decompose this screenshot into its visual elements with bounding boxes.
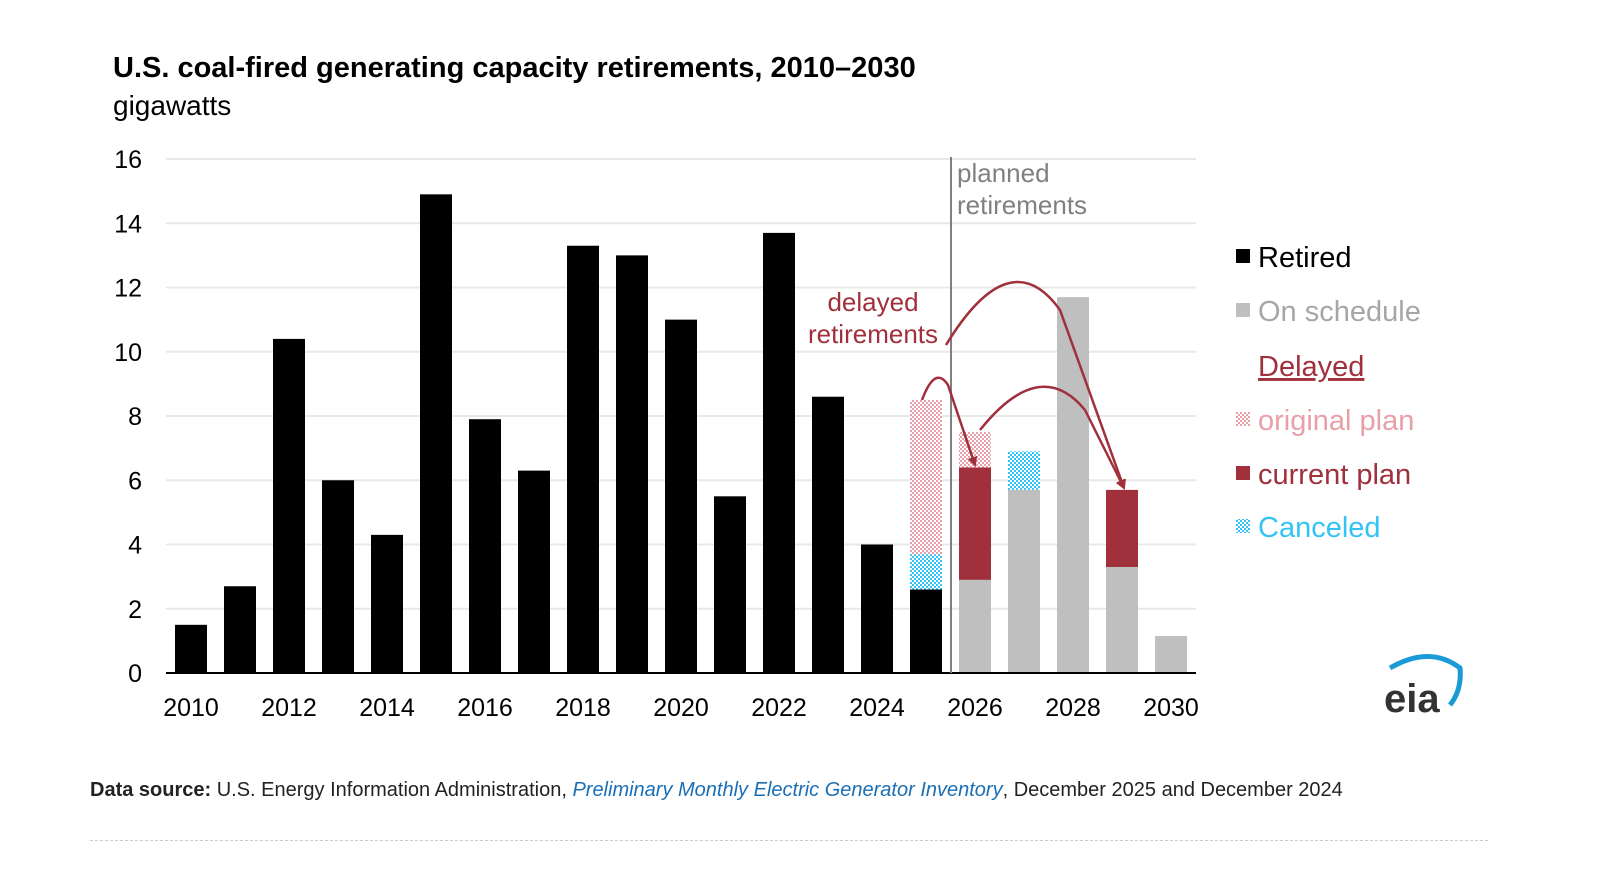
legend-label-delayed_header: Delayed [1258,351,1364,383]
y-tick-label: 16 [114,146,142,174]
bar-retired-2013 [322,480,354,673]
bar-retired-2017 [518,470,550,673]
bar-retired-2018 [567,245,599,674]
legend-label-canceled: Canceled [1258,512,1381,544]
bar-retired-2024 [861,544,893,673]
bar-on-schedule-2030 [1155,636,1187,673]
x-tick-label: 2018 [555,694,611,722]
data-source: Data source: U.S. Energy Information Adm… [90,779,1343,802]
bar-canceled-2025 [910,554,942,590]
divider [90,840,1488,841]
source-text: U.S. Energy Information Administration, [211,779,573,801]
x-tick-label: 2012 [261,694,317,722]
source-label: Data source: [90,779,212,801]
planned-annotation: planned [957,158,1050,188]
bar-on-schedule-2026 [959,579,991,673]
bar-on-schedule-2029 [1106,566,1138,673]
bar-retired-2015 [420,194,452,673]
bar-retired-2021 [714,496,746,673]
delay-arrow [944,280,1126,490]
legend-label-current: current plan [1258,459,1411,491]
legend-swatch-current [1236,466,1250,480]
bar-retired-2020 [665,319,697,673]
chart-title: U.S. coal-fired generating capacity reti… [113,52,916,84]
y-unit-label: gigawatts [113,90,232,121]
x-tick-label: 2030 [1143,694,1199,722]
x-tick-label: 2010 [163,694,219,722]
y-tick-label: 10 [114,339,142,367]
bar-on-schedule-2027 [1008,489,1040,673]
bar-original-plan-2025 [910,399,942,555]
source-link[interactable]: Preliminary Monthly Electric Generator I… [572,779,1003,801]
delay-arrow [920,376,978,467]
bar-retired-2014 [371,534,403,673]
svg-text:eia: eia [1384,677,1440,721]
bar-current-plan-2029 [1106,489,1138,567]
y-tick-label: 14 [114,210,142,238]
legend-swatch-original [1236,412,1250,426]
y-tick-label: 2 [128,596,142,624]
bar-retired-2012 [273,338,305,673]
x-tick-label: 2024 [849,694,905,722]
x-tick-label: 2022 [751,694,807,722]
bar-on-schedule-2028 [1057,297,1089,673]
bar-retired-2010 [175,624,207,673]
bar-retired-2023 [812,396,844,673]
bar-retired-2022 [763,232,795,673]
bar-retired-2016 [469,419,501,673]
legend-label-original: original plan [1258,405,1414,437]
bar-canceled-2027 [1008,451,1040,490]
x-tick-label: 2014 [359,694,415,722]
x-tick-label: 2028 [1045,694,1101,722]
bar-current-plan-2026 [959,467,991,580]
planned-annotation: retirements [957,190,1087,220]
delayed-annotation: delayed [827,287,918,317]
bar-retired-2011 [224,586,256,673]
y-tick-label: 4 [128,532,142,560]
delay-arrow [979,385,1126,490]
legend-swatch-retired [1236,249,1250,263]
legend-label-on_schedule: On schedule [1258,296,1421,328]
y-tick-label: 12 [114,275,142,303]
x-tick-label: 2020 [653,694,709,722]
x-tick-label: 2016 [457,694,513,722]
bar-retired-2019 [616,255,648,673]
legend-swatch-canceled [1236,519,1250,533]
bar-retired-2025 [910,589,942,673]
legend-swatch-on_schedule [1236,303,1250,317]
x-tick-label: 2026 [947,694,1003,722]
y-tick-label: 6 [128,467,142,495]
y-tick-label: 0 [128,660,142,688]
delayed-annotation: retirements [808,319,938,349]
source-text-2: , December 2025 and December 2024 [1002,779,1343,801]
legend-label-retired: Retired [1258,242,1352,274]
eia-logo: eia [1384,654,1463,721]
y-tick-label: 8 [128,403,142,431]
